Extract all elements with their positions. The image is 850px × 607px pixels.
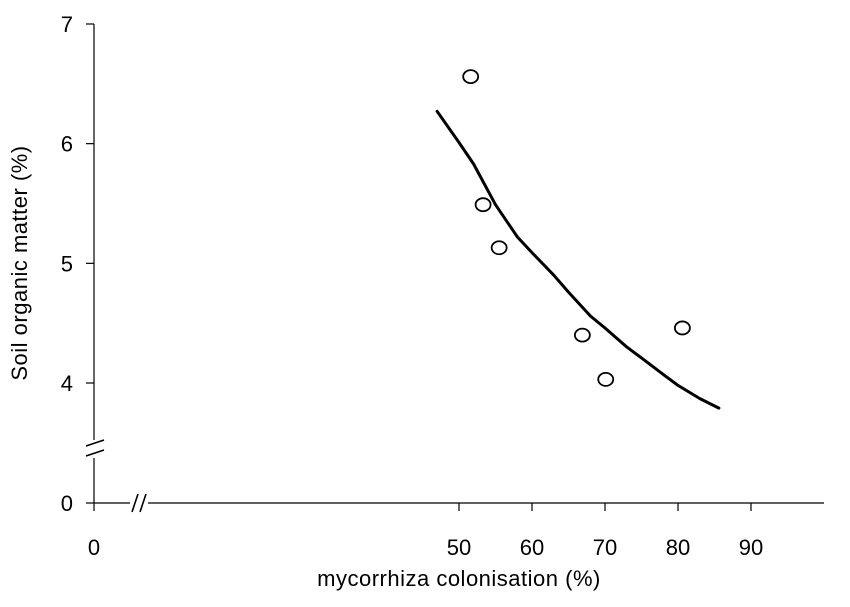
y-tick-label: 0 <box>61 491 73 516</box>
x-tick-label: 80 <box>666 535 690 560</box>
data-point <box>490 240 508 256</box>
data-point <box>462 69 480 85</box>
data-point <box>597 372 615 387</box>
x-tick-label: 60 <box>520 535 544 560</box>
data-point <box>673 320 691 336</box>
y-ticks: 0 4 5 6 7 <box>61 12 94 516</box>
y-axis-title: Soil organic matter (%) <box>7 145 32 380</box>
fitted-curve-line <box>435 109 721 410</box>
x-tick-label: 70 <box>593 535 617 560</box>
x-tick-label: 0 <box>88 535 100 560</box>
x-axis-title: mycorrhiza colonisation (%) <box>317 566 601 591</box>
y-tick-label: 7 <box>61 12 73 37</box>
y-tick-label: 5 <box>61 251 73 276</box>
x-axis-break-mark <box>131 493 147 513</box>
y-tick-label: 4 <box>61 371 73 396</box>
data-point <box>474 197 492 213</box>
series-layer <box>435 69 721 410</box>
y-tick-label: 6 <box>61 132 73 157</box>
data-point <box>573 327 591 343</box>
y-axis-break-mark <box>85 439 105 457</box>
x-ticks: 0 50 60 70 80 90 <box>88 503 763 560</box>
x-tick-label: 50 <box>447 535 471 560</box>
x-tick-label: 90 <box>739 535 763 560</box>
